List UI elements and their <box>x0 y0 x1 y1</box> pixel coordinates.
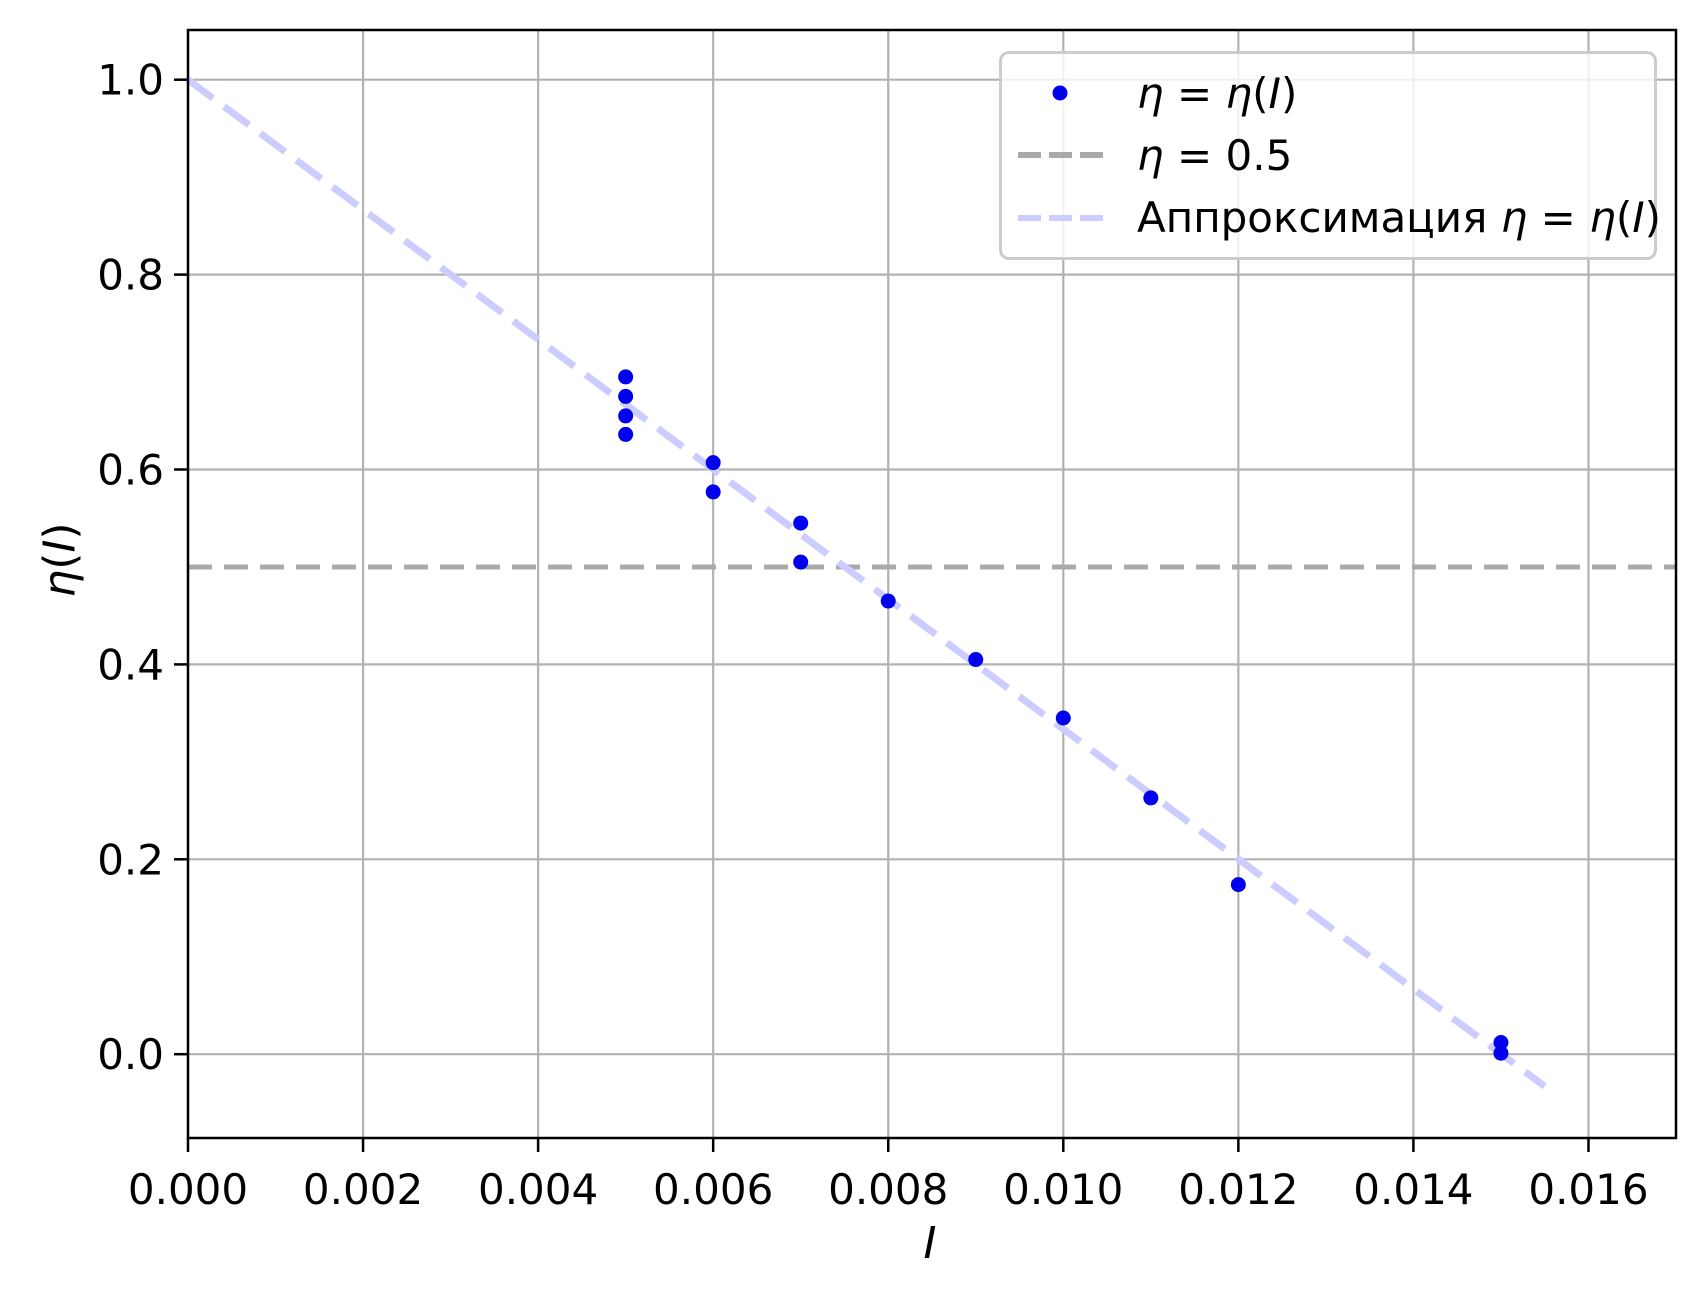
legend-label: Аппроксимация η = η(I) <box>1137 193 1662 243</box>
dashed-line-icon <box>1018 144 1103 166</box>
y-tick-label: 0.8 <box>97 251 164 300</box>
x-tick-label: 0.012 <box>1178 1165 1298 1214</box>
legend-entry: Аппроксимация η = η(I) <box>1002 188 1661 248</box>
data-point <box>618 408 634 424</box>
data-point <box>1230 877 1246 893</box>
x-tick-label: 0.008 <box>828 1165 948 1214</box>
scatter-marker-icon <box>1018 82 1103 104</box>
data-point <box>618 369 634 385</box>
legend-label: η = η(I) <box>1137 68 1298 118</box>
legend-entry: η = η(I) <box>1002 63 1654 123</box>
data-point <box>618 426 634 442</box>
x-tick-label: 0.004 <box>478 1165 598 1214</box>
y-tick-label: 0.4 <box>97 640 164 689</box>
data-point <box>1493 1045 1509 1061</box>
x-tick-label: 0.000 <box>128 1165 248 1214</box>
y-tick-label: 0.2 <box>97 835 164 884</box>
data-point <box>705 455 721 471</box>
data-point <box>1143 790 1159 806</box>
legend: η = η(I) η = 0.5 Аппроксимация η = η(I) <box>999 51 1661 260</box>
plot-border <box>186 28 1678 1140</box>
fit-line <box>185 76 1547 1090</box>
x-tick-label: 0.010 <box>1003 1165 1123 1214</box>
data-point <box>793 554 809 570</box>
x-tick-label: 0.002 <box>303 1165 423 1214</box>
data-point <box>968 652 984 668</box>
y-axis-label: η(I) <box>34 522 86 598</box>
x-tick-label: 0.016 <box>1528 1165 1648 1214</box>
legend-entry: η = 0.5 <box>1002 125 1654 185</box>
dashed-line-icon <box>1018 207 1103 229</box>
x-tick-label: 0.014 <box>1353 1165 1473 1214</box>
y-tick-label: 0.0 <box>97 1030 164 1079</box>
x-tick-label: 0.006 <box>653 1165 773 1214</box>
data-point <box>705 484 721 500</box>
data-point <box>793 515 809 531</box>
data-point <box>880 593 896 609</box>
data-point <box>1055 710 1071 726</box>
data-point <box>1493 1034 1509 1050</box>
legend-label: η = 0.5 <box>1137 130 1293 180</box>
y-tick-label: 1.0 <box>97 56 164 105</box>
x-axis-label: I <box>923 1218 937 1269</box>
data-point <box>618 388 634 404</box>
y-tick-label: 0.6 <box>97 445 164 494</box>
